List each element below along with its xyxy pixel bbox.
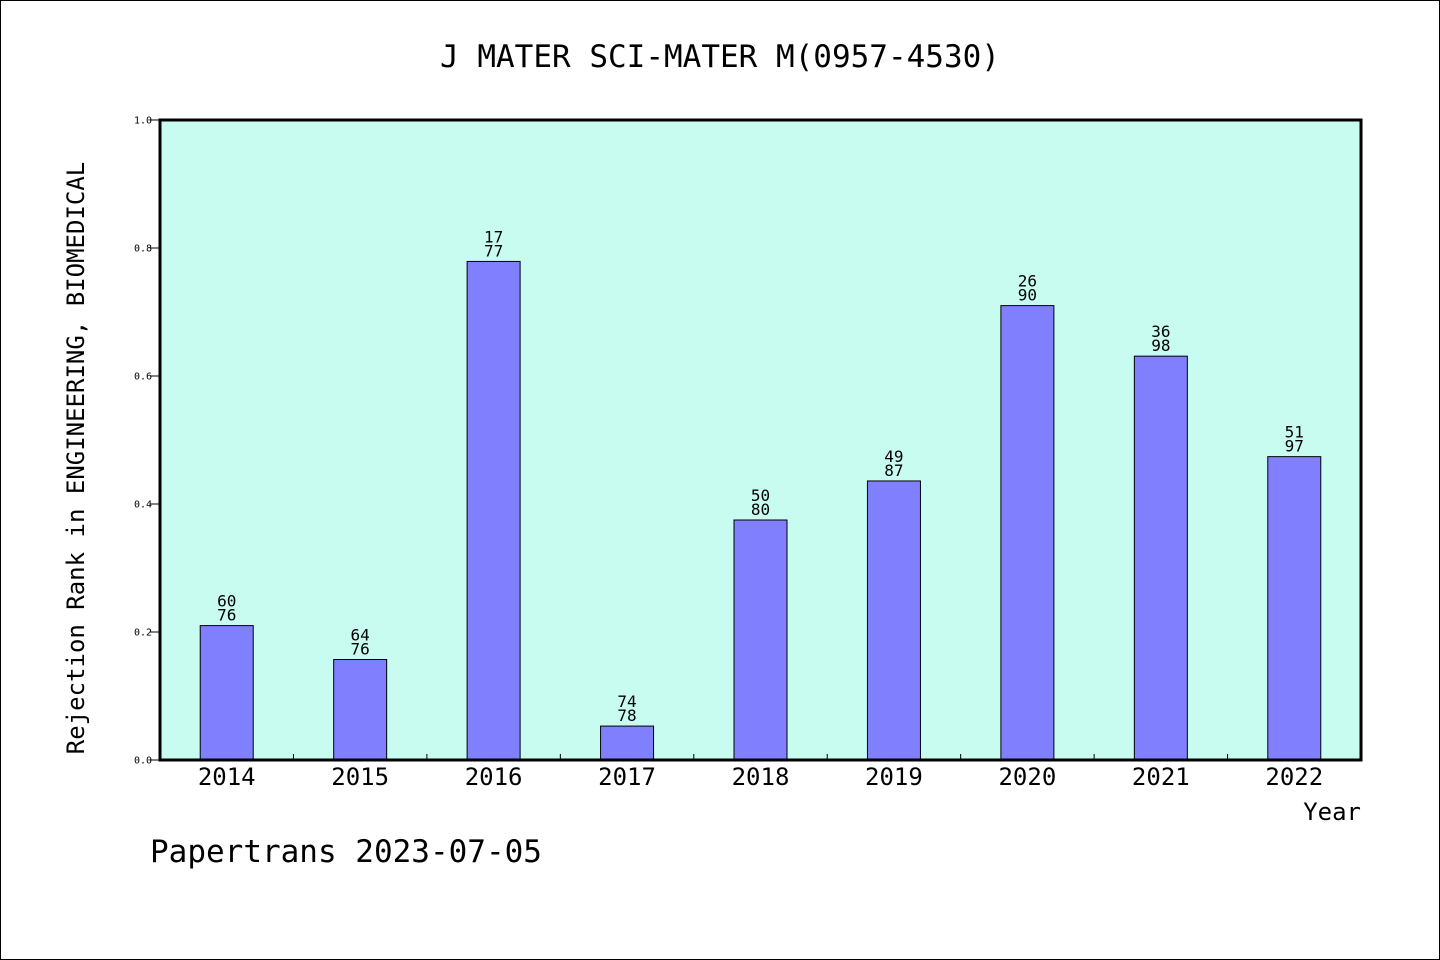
bar-2020 — [1000, 305, 1055, 761]
x-tick-label: 2022 — [1265, 763, 1323, 791]
y-axis-label: Rejection Rank in ENGINEERING, BIOMEDICA… — [62, 162, 90, 754]
data-label-bottom: 98 — [1151, 336, 1170, 355]
x-tick-label: 2014 — [198, 763, 256, 791]
chart-title: J MATER SCI-MATER M(0957-4530) — [440, 39, 1000, 75]
y-tick-label: 0.4 — [134, 500, 152, 511]
bar-2017 — [600, 725, 655, 761]
bar-2015 — [333, 659, 388, 761]
data-label-top: 51 — [1285, 423, 1304, 442]
y-tick-label: 0.6 — [134, 372, 152, 383]
bar-2019 — [866, 480, 921, 761]
y-tick-label: 0.8 — [134, 244, 152, 255]
data-label-top: 36 — [1151, 322, 1170, 341]
data-label-top: 74 — [617, 692, 636, 711]
data-label-bottom: 76 — [217, 606, 236, 625]
bar-2022 — [1267, 456, 1322, 761]
y-axis: 0.0 0.2 0.4 0.6 0.8 1.0 — [134, 116, 160, 767]
bar-2014 — [199, 625, 254, 761]
y-tick-label: 0.2 — [134, 628, 152, 639]
data-label-top: 49 — [884, 447, 903, 466]
data-label-bottom: 77 — [484, 241, 503, 260]
x-axis-label: Year — [1303, 798, 1361, 826]
bar-2016 — [466, 260, 521, 761]
plot-border — [158, 118, 1363, 762]
x-tick-label: 2017 — [598, 763, 656, 791]
x-tick-label: 2021 — [1132, 763, 1190, 791]
data-label-bottom: 78 — [617, 706, 636, 725]
data-label-top: 26 — [1018, 272, 1037, 291]
bars-layer — [199, 260, 1322, 761]
data-label-bottom: 87 — [884, 461, 903, 480]
x-tick-label: 2015 — [331, 763, 389, 791]
bar-2018 — [733, 519, 788, 761]
x-tick-label: 2019 — [865, 763, 923, 791]
y-tick-label: 0.0 — [134, 756, 152, 767]
data-label-bottom: 97 — [1285, 437, 1304, 456]
bar-2021 — [1133, 355, 1188, 761]
data-label-top: 17 — [484, 227, 503, 246]
data-label-top: 64 — [351, 626, 370, 645]
data-label-bottom: 90 — [1018, 286, 1037, 305]
data-label-top: 50 — [751, 486, 770, 505]
data-label-top: 60 — [217, 592, 236, 611]
data-label-bottom: 80 — [751, 500, 770, 519]
footer-credit: Papertrans 2023-07-05 — [150, 834, 542, 870]
x-tick-label: 2016 — [465, 763, 523, 791]
data-label-bottom: 76 — [351, 640, 370, 659]
y-tick-label: 1.0 — [134, 116, 152, 127]
x-axis: 2014 2015 2016 2017 2018 2019 2020 2021 2022 — [198, 754, 1323, 791]
x-tick-label: 2020 — [998, 763, 1056, 791]
x-tick-label: 2018 — [732, 763, 790, 791]
